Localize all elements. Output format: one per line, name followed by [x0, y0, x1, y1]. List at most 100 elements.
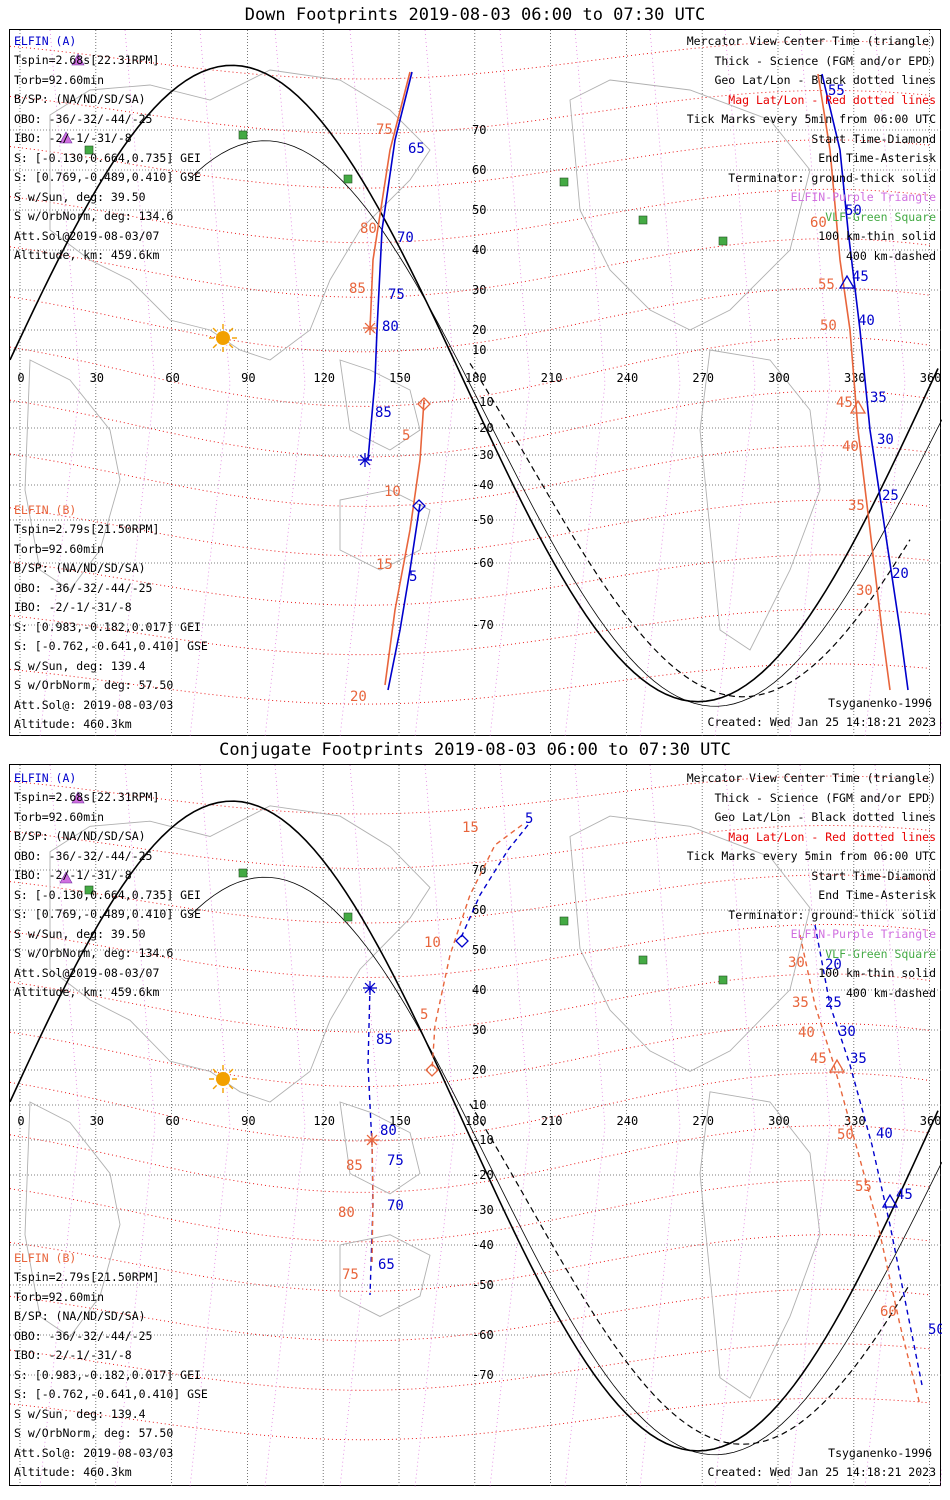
info-line: IBO: -2/-1/-31/-8 [14, 868, 132, 882]
mag-meridian [489, 30, 531, 737]
info-line: Altitude: 460.3km [14, 1465, 132, 1479]
coastline [699, 349, 821, 651]
elfin-a-track [814, 924, 923, 1386]
track-time-label: 80 [360, 221, 377, 237]
track-time-label: 20 [825, 957, 842, 973]
info-line: B/SP: (NA/ND/SD/SA) [14, 829, 146, 843]
end-asterisk-marker [366, 1134, 378, 1146]
coastline [339, 489, 431, 571]
track-time-label: 80 [382, 319, 399, 335]
legend-entry: Terminator: ground-thick solid [728, 907, 936, 922]
info-line: S w/OrbNorm, deg: 57.50 [14, 1426, 174, 1440]
coastline [24, 359, 121, 591]
info-line: Altitude, km: 459.6km [14, 248, 160, 262]
lon-tick-label: 330 [844, 1114, 866, 1128]
track-time-label: 30 [856, 583, 873, 599]
lon-tick-label: 150 [389, 1114, 411, 1128]
elfin-a-track [367, 71, 413, 461]
mag-meridian [414, 765, 456, 1487]
mag-meridian [189, 765, 231, 1487]
info-line: IBO: -2/-1/-31/-8 [14, 1348, 132, 1362]
info-line: Torb=92.60min [14, 1289, 105, 1304]
info-line: S w/Sun, deg: 39.50 [14, 926, 146, 941]
track-time-label: 15 [462, 820, 479, 836]
info-line: S: [0.983,-0.182,0.017] GEI [14, 1367, 201, 1382]
center-time-triangle [838, 274, 856, 289]
info-line: S: [-0.762,-0.641,0.410] GSE [14, 639, 208, 653]
coastline [49, 805, 431, 1103]
end-asterisk-marker [364, 982, 376, 994]
track-time-label: 25 [882, 488, 899, 504]
legend-entry: Mag Lat/Lon - Red dotted lines [728, 829, 936, 844]
track-time-label: 65 [378, 1257, 395, 1273]
lat-tick-label: 20 [472, 323, 486, 337]
lon-tick-label: 60 [165, 1114, 179, 1128]
legend-entry: Geo Lat/Lon - Black dotted lines [714, 810, 936, 824]
start-diamond-marker [425, 1063, 439, 1077]
vlf-station-marker [84, 885, 94, 895]
elfin-b-label: ELFIN (B) [14, 1251, 77, 1265]
sun-ray [228, 1084, 234, 1090]
mag-parallel [10, 337, 931, 407]
vlf-station-marker [84, 145, 94, 155]
terminator-ground [10, 64, 939, 703]
track-time-label: 5 [409, 569, 417, 585]
elfin-a-label: ELFIN (A) [14, 771, 77, 785]
mag-parallel [10, 1022, 931, 1087]
info-line: S w/Sun, deg: 139.4 [14, 1406, 146, 1421]
track-time-label: 85 [346, 1158, 363, 1174]
lat-tick-label: 30 [472, 1023, 486, 1037]
mag-parallel [10, 874, 931, 924]
track-time-label: 30 [877, 432, 894, 448]
coastline [339, 359, 421, 451]
sun-ray [228, 327, 234, 333]
vlf-station-marker [238, 130, 248, 140]
created-timestamp: Created: Wed Jan 25 14:18:21 2023 [707, 715, 936, 729]
mag-meridian [714, 765, 756, 1487]
lat-tick-label: 70 [472, 123, 486, 137]
elfin-a-track [387, 503, 421, 691]
track-time-label: 85 [376, 1032, 393, 1048]
sun-icon [216, 1072, 230, 1086]
track-time-label: 50 [845, 203, 862, 219]
created-timestamp: Created: Wed Jan 25 14:18:21 2023 [707, 1465, 936, 1479]
lat-tick-label: -40 [472, 478, 494, 492]
track-time-label: 45 [836, 395, 853, 411]
track-time-label: 55 [828, 83, 845, 99]
legend-entry: Tick Marks every 5min from 06:00 UTC [686, 849, 936, 863]
lon-tick-label: 210 [541, 371, 563, 385]
legend-entry: 100 km-thin solid [818, 229, 936, 243]
mag-parallel [10, 1072, 931, 1142]
track-time-label: 75 [342, 1267, 359, 1283]
info-line: Altitude, km: 459.6km [14, 985, 160, 999]
lat-tick-label: 50 [472, 203, 486, 217]
track-time-label: 35 [870, 390, 887, 406]
map-panel-conjugate: 0 30 60 90 120 150 180 210 240 270 300 330 360 70 60 50… [9, 764, 942, 1487]
track-time-label: 40 [798, 1025, 815, 1041]
legend-entry: Thick - Science (FGM and/or EPD) [714, 53, 936, 68]
track-time-label: 75 [387, 1153, 404, 1169]
start-diamond-marker [417, 397, 431, 411]
info-line: B/SP: (NA/ND/SD/SA) [14, 561, 146, 575]
legend-entry: Thick - Science (FGM and/or EPD) [714, 790, 936, 805]
vlf-station-marker [718, 236, 728, 246]
mag-parallel [10, 1343, 931, 1391]
mag-meridian [639, 30, 681, 737]
track-time-label: 50 [837, 1127, 854, 1143]
legend-entry: VLF-Green Square [825, 209, 936, 224]
elfin-a-track [459, 824, 529, 941]
start-diamond-marker [412, 499, 426, 513]
track-time-label: 20 [892, 566, 909, 582]
info-line: S w/Sun, deg: 139.4 [14, 658, 146, 673]
lon-tick-label: 240 [617, 1114, 639, 1128]
legend-entry: ELFIN-Purple Triangle [790, 927, 936, 941]
info-line: S: [-0.130,0.664,0.735] GEI [14, 150, 201, 165]
mag-meridian [114, 765, 156, 1487]
legend-entry: Mercator View Center Time (triangle) [686, 34, 936, 48]
center-time-triangle [828, 1058, 846, 1073]
track-time-label: 75 [388, 287, 405, 303]
lon-tick-label: 60 [165, 371, 179, 385]
lat-tick-label: 50 [472, 943, 486, 957]
lon-tick-label: 0 [17, 1114, 24, 1128]
lat-tick-label: -50 [472, 513, 494, 527]
